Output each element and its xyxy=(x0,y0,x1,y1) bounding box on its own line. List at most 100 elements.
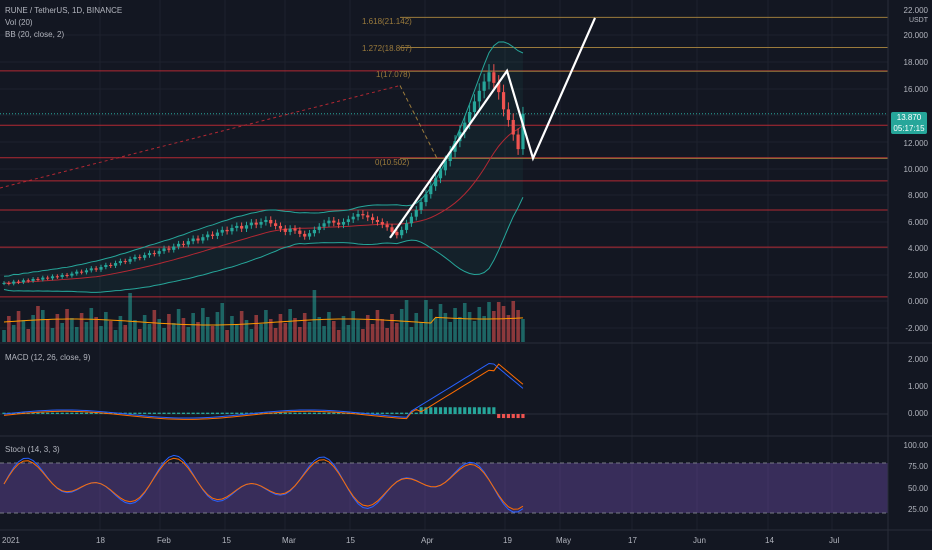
candle-body xyxy=(419,202,423,211)
volume-bar xyxy=(138,329,142,342)
volume-bar xyxy=(249,329,254,342)
macd-histogram-bar xyxy=(133,412,137,414)
macd-histogram-bar xyxy=(429,407,433,414)
volume-bar xyxy=(11,325,16,342)
macd-histogram-bar xyxy=(138,412,142,414)
candle-body xyxy=(385,224,389,228)
candle-body xyxy=(2,282,6,284)
volume-bar xyxy=(462,303,467,342)
volume-bar xyxy=(264,310,268,342)
volume-bar xyxy=(448,322,452,342)
volume-bar xyxy=(176,309,181,342)
candle-body xyxy=(235,225,239,228)
candle-body xyxy=(361,214,365,216)
volume-indicator-label[interactable]: Vol (20) xyxy=(5,18,33,27)
candle-body xyxy=(70,273,74,276)
volume-bar xyxy=(268,319,273,342)
macd-histogram-bar xyxy=(259,412,263,414)
volume-bar xyxy=(472,321,477,342)
stoch-axis-100: 100.00 xyxy=(903,441,928,450)
macd-histogram-bar xyxy=(492,407,496,414)
candle-body xyxy=(21,280,25,283)
volume-bar xyxy=(31,315,35,342)
horizontal-levels xyxy=(0,16,888,298)
candle-body xyxy=(288,228,292,232)
volume-bar xyxy=(317,317,322,342)
candle-body xyxy=(84,270,89,273)
macd-histogram-bar xyxy=(307,412,312,414)
macd-histogram-bar xyxy=(235,412,239,414)
volume-bar xyxy=(259,324,263,342)
volume-bar xyxy=(351,311,355,342)
candle-body xyxy=(492,72,496,83)
candle-body xyxy=(225,229,229,232)
candle-body xyxy=(118,261,122,264)
candle-body xyxy=(123,261,127,263)
volume-bar xyxy=(235,325,239,342)
candle-body xyxy=(371,217,375,220)
volume-ma xyxy=(3,316,523,326)
candle-body xyxy=(463,122,467,132)
macd-histogram-bar xyxy=(322,412,326,414)
volume-bar xyxy=(414,313,419,342)
volume-bar xyxy=(41,310,45,342)
volume-bar xyxy=(55,314,60,342)
candle-body xyxy=(201,237,205,241)
candle-body xyxy=(317,226,321,230)
candle-body xyxy=(307,233,312,237)
fib-label-1: 1(17.078) xyxy=(376,70,411,79)
volume-bar xyxy=(162,328,166,342)
currency-label[interactable]: USDT xyxy=(908,17,928,24)
macd-histogram-bar xyxy=(516,414,520,419)
macd-histogram-bar xyxy=(94,412,98,414)
candle-body xyxy=(128,259,132,262)
candle-body xyxy=(75,271,79,274)
candle-body xyxy=(264,219,268,222)
time-label-jan18: 18 xyxy=(96,536,105,545)
macd-histogram-bar xyxy=(327,412,331,414)
macd-histogram-bar xyxy=(419,407,423,414)
candle-body xyxy=(356,214,360,217)
macd-axis-2: 2.000 xyxy=(907,355,928,364)
volume-bar xyxy=(336,330,341,342)
candles xyxy=(2,64,525,286)
macd-histogram-bar xyxy=(404,412,409,414)
candle-body xyxy=(196,238,200,241)
candle-body xyxy=(162,248,166,252)
volume-bar xyxy=(511,301,516,342)
candle-body xyxy=(400,229,404,236)
volume-bar xyxy=(365,315,370,342)
current-price-badge[interactable]: 13.870 05:17:15 xyxy=(891,112,927,134)
projection-lines xyxy=(389,17,597,239)
macd-histogram-bar xyxy=(409,412,413,414)
macd-label[interactable]: MACD (12, 26, close, 9) xyxy=(5,353,91,362)
candle-body xyxy=(497,82,501,93)
symbol-title[interactable]: RUNE / TetherUS, 1D, BINANCE xyxy=(5,6,123,15)
candle-body xyxy=(215,232,219,236)
stoch-label[interactable]: Stoch (14, 3, 3) xyxy=(5,445,60,454)
candle-body xyxy=(138,257,142,259)
macd-histogram-bar xyxy=(278,412,283,414)
macd-histogram-bar xyxy=(298,412,302,414)
macd-histogram-bar xyxy=(80,412,84,414)
axis-label-2: 2.000 xyxy=(907,271,928,280)
macd-histogram-bar xyxy=(70,412,74,414)
macd-histogram-bar xyxy=(414,412,418,414)
candle-body xyxy=(181,243,186,245)
time-label-jun: Jun xyxy=(693,536,706,545)
volume-bar xyxy=(94,317,98,342)
volume-bar xyxy=(395,323,399,342)
volume-bar xyxy=(21,320,26,342)
volume-bar xyxy=(50,328,55,342)
volume-bar xyxy=(327,312,331,342)
bb-indicator-label[interactable]: BB (20, close, 2) xyxy=(5,30,65,39)
current-price-value: 13.870 xyxy=(896,113,922,122)
macd-histogram-bar xyxy=(400,412,404,414)
candle-body xyxy=(50,276,55,279)
volume-bar xyxy=(443,313,448,342)
volume-bar xyxy=(307,322,312,342)
axis-label-4: 4.000 xyxy=(907,244,928,253)
candle-body xyxy=(133,257,137,260)
candle-body xyxy=(254,222,258,225)
